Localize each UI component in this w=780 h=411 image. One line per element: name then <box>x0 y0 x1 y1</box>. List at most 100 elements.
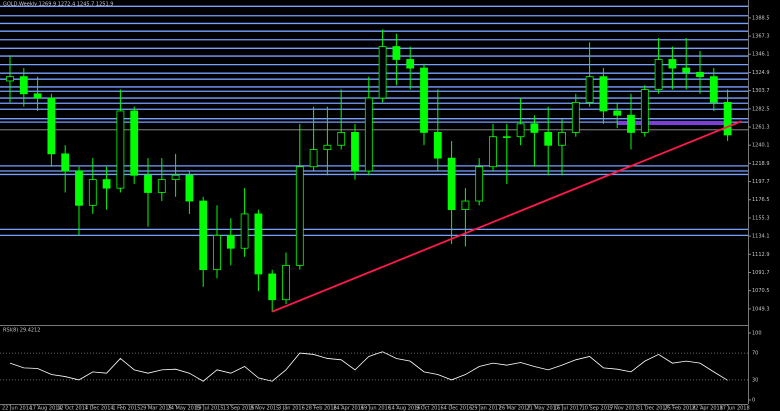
rsi-tick-label: 30 <box>752 377 758 383</box>
y-tick-label: 1112.9 <box>752 252 770 258</box>
y-tick-label: 1091.7 <box>752 270 770 276</box>
x-tick-label: 17 Jun 2018 <box>720 406 750 411</box>
x-tick-label: 28 Feb 2016 <box>306 406 337 411</box>
rsi-tick-label: 0 <box>752 398 755 404</box>
candle-body <box>696 71 704 78</box>
y-tick-label: 1049.3 <box>752 306 770 312</box>
candle-body <box>130 110 139 176</box>
y-tick-label: 1261.3 <box>752 124 770 130</box>
candle-body <box>282 264 290 301</box>
candle-body <box>640 89 649 133</box>
x-tick-label: 16 Jul 2017 <box>554 406 582 411</box>
y-tick-label: 1240.1 <box>752 143 770 149</box>
x-tick-label: 26 Mar 2017 <box>499 406 531 411</box>
rsi-line <box>9 351 728 382</box>
y-tick-label: 1197.7 <box>752 179 770 185</box>
candle-body <box>144 174 152 193</box>
candle-body <box>613 110 622 116</box>
x-tick-label: 12 Oct 2014 <box>57 406 88 411</box>
rsi-tick-label: 70 <box>752 351 758 357</box>
candle-body <box>585 76 594 103</box>
candle-body <box>337 132 346 146</box>
candle-body <box>116 110 125 189</box>
candle-body <box>47 97 56 155</box>
x-tick-label: 22 Apr 2018 <box>692 406 723 411</box>
candle-body <box>254 213 263 275</box>
candle-body <box>33 93 42 99</box>
candle-body <box>102 179 111 189</box>
candle-body <box>378 46 387 99</box>
candle-body <box>544 132 553 146</box>
y-tick-label: 1282.5 <box>752 106 770 112</box>
rsi-title: RSI(8) 29.4212 <box>3 328 40 334</box>
y-tick-label: 1134.1 <box>752 234 770 240</box>
x-tick-label: 14 Aug 2016 <box>388 406 420 411</box>
candle-body <box>88 179 97 206</box>
candle-body <box>433 132 442 159</box>
candle-body <box>351 132 359 172</box>
x-tick-label: 10 Sep 2017 <box>582 406 614 411</box>
candle-body <box>392 46 401 60</box>
candle-body <box>475 166 484 202</box>
candle-body <box>323 144 332 150</box>
candle-body <box>199 200 208 271</box>
y-tick-label: 1218.9 <box>752 161 770 167</box>
y-tick-label: 1070.5 <box>752 288 770 294</box>
x-tick-label: 21 May 2017 <box>526 406 559 411</box>
x-tick-label: 19 Jul 2015 <box>195 406 223 411</box>
x-tick-label: 24 May 2015 <box>168 406 201 411</box>
y-tick-label: 1388.5 <box>752 15 770 21</box>
x-tick-label: 22 Jun 2014 <box>2 406 32 411</box>
x-tick-label: 17 Aug 2014 <box>30 406 62 411</box>
chart-title: GOLD,Weekly 1269.9 1272.4 1245.7 1251.9 <box>3 2 113 8</box>
candle-body <box>723 101 732 136</box>
candle-body <box>420 67 428 133</box>
candle-body <box>682 67 691 73</box>
candle-body <box>295 166 304 266</box>
candle-body <box>226 234 235 249</box>
candle-body <box>19 76 28 95</box>
x-tick-label: 7 Dec 2014 <box>85 406 114 411</box>
x-tick-label: 3 Jan 2016 <box>278 406 305 411</box>
candle-body <box>61 153 70 172</box>
y-tick-label: 1303.7 <box>752 88 770 94</box>
candle-body <box>571 101 580 133</box>
trendline <box>271 120 742 313</box>
x-tick-label: 29 Mar 2015 <box>140 406 172 411</box>
candle-body <box>406 59 415 69</box>
candle-body <box>558 132 566 146</box>
x-tick-label: 25 Feb 2018 <box>664 406 695 411</box>
candle-body <box>709 76 718 103</box>
candle-body <box>516 123 525 138</box>
y-tick-label: 1155.3 <box>752 215 770 221</box>
candle-body <box>185 174 194 202</box>
x-tick-label: 4 Dec 2016 <box>444 406 473 411</box>
y-tick-label: 1176.5 <box>752 197 770 203</box>
y-tick-label: 1324.9 <box>752 70 770 76</box>
x-tick-label: 29 Jan 2017 <box>471 406 501 411</box>
candle-body <box>268 273 277 301</box>
candle-body <box>213 234 221 271</box>
candle-body <box>654 59 663 90</box>
x-tick-label: 24 Apr 2016 <box>333 406 364 411</box>
candle-body <box>489 136 497 168</box>
y-tick-label: 1346.1 <box>752 52 770 58</box>
candle-body <box>75 170 83 206</box>
candle-body <box>157 179 166 193</box>
candle-body <box>599 76 608 112</box>
x-tick-label: 31 Dec 2017 <box>637 406 669 411</box>
x-tick-label: 8 Nov 2015 <box>250 406 279 411</box>
x-tick-label: 5 Nov 2017 <box>609 406 638 411</box>
x-tick-label: 13 Sep 2015 <box>223 406 255 411</box>
candle-body <box>668 59 677 69</box>
rsi-tick-label: 100 <box>752 331 762 337</box>
candle-body <box>461 200 470 211</box>
candle-body <box>171 174 180 180</box>
candle-body <box>364 97 373 172</box>
candle-body <box>502 136 511 138</box>
candle-body <box>447 157 456 211</box>
candle-body <box>530 123 539 133</box>
x-tick-label: 19 Jun 2016 <box>361 406 391 411</box>
